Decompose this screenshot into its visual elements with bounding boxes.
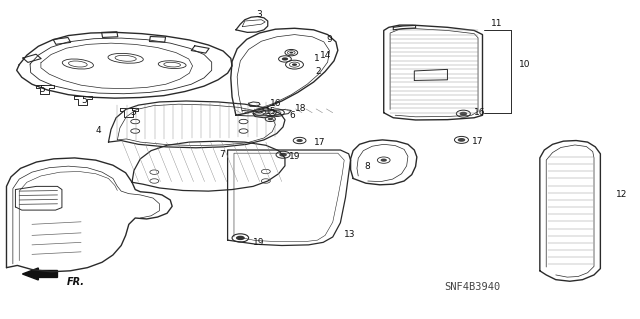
Text: 10: 10 bbox=[519, 60, 531, 69]
Text: 19: 19 bbox=[289, 152, 301, 161]
Circle shape bbox=[236, 236, 245, 240]
Text: 19: 19 bbox=[253, 238, 264, 247]
Circle shape bbox=[282, 57, 288, 61]
Text: 6: 6 bbox=[289, 111, 295, 120]
Text: 16: 16 bbox=[474, 108, 486, 117]
Circle shape bbox=[292, 63, 297, 66]
Text: 1: 1 bbox=[314, 54, 319, 63]
Text: 7: 7 bbox=[220, 150, 225, 159]
FancyArrow shape bbox=[22, 268, 58, 280]
Circle shape bbox=[381, 159, 387, 162]
Circle shape bbox=[256, 110, 262, 114]
Text: SNF4B3940: SNF4B3940 bbox=[444, 282, 500, 292]
Text: 15: 15 bbox=[265, 107, 276, 116]
Text: 5: 5 bbox=[130, 108, 136, 117]
Circle shape bbox=[289, 52, 293, 54]
Circle shape bbox=[279, 153, 287, 157]
Circle shape bbox=[296, 139, 303, 142]
Text: 3: 3 bbox=[256, 10, 262, 19]
Circle shape bbox=[268, 118, 273, 120]
Text: FR.: FR. bbox=[67, 277, 84, 286]
Text: 2: 2 bbox=[315, 67, 321, 76]
Text: 16: 16 bbox=[270, 99, 282, 108]
Text: 9: 9 bbox=[326, 35, 332, 44]
Text: 17: 17 bbox=[472, 137, 483, 146]
Text: 5: 5 bbox=[40, 85, 45, 94]
Text: 12: 12 bbox=[616, 190, 628, 199]
Text: 11: 11 bbox=[491, 19, 502, 28]
Circle shape bbox=[460, 112, 467, 115]
Text: 17: 17 bbox=[314, 137, 325, 147]
Text: 13: 13 bbox=[344, 230, 356, 239]
Text: 14: 14 bbox=[320, 51, 332, 60]
Circle shape bbox=[458, 138, 465, 142]
Text: 8: 8 bbox=[365, 162, 371, 171]
Text: 18: 18 bbox=[294, 104, 306, 113]
Text: 5: 5 bbox=[81, 96, 87, 105]
Text: 4: 4 bbox=[96, 126, 101, 135]
